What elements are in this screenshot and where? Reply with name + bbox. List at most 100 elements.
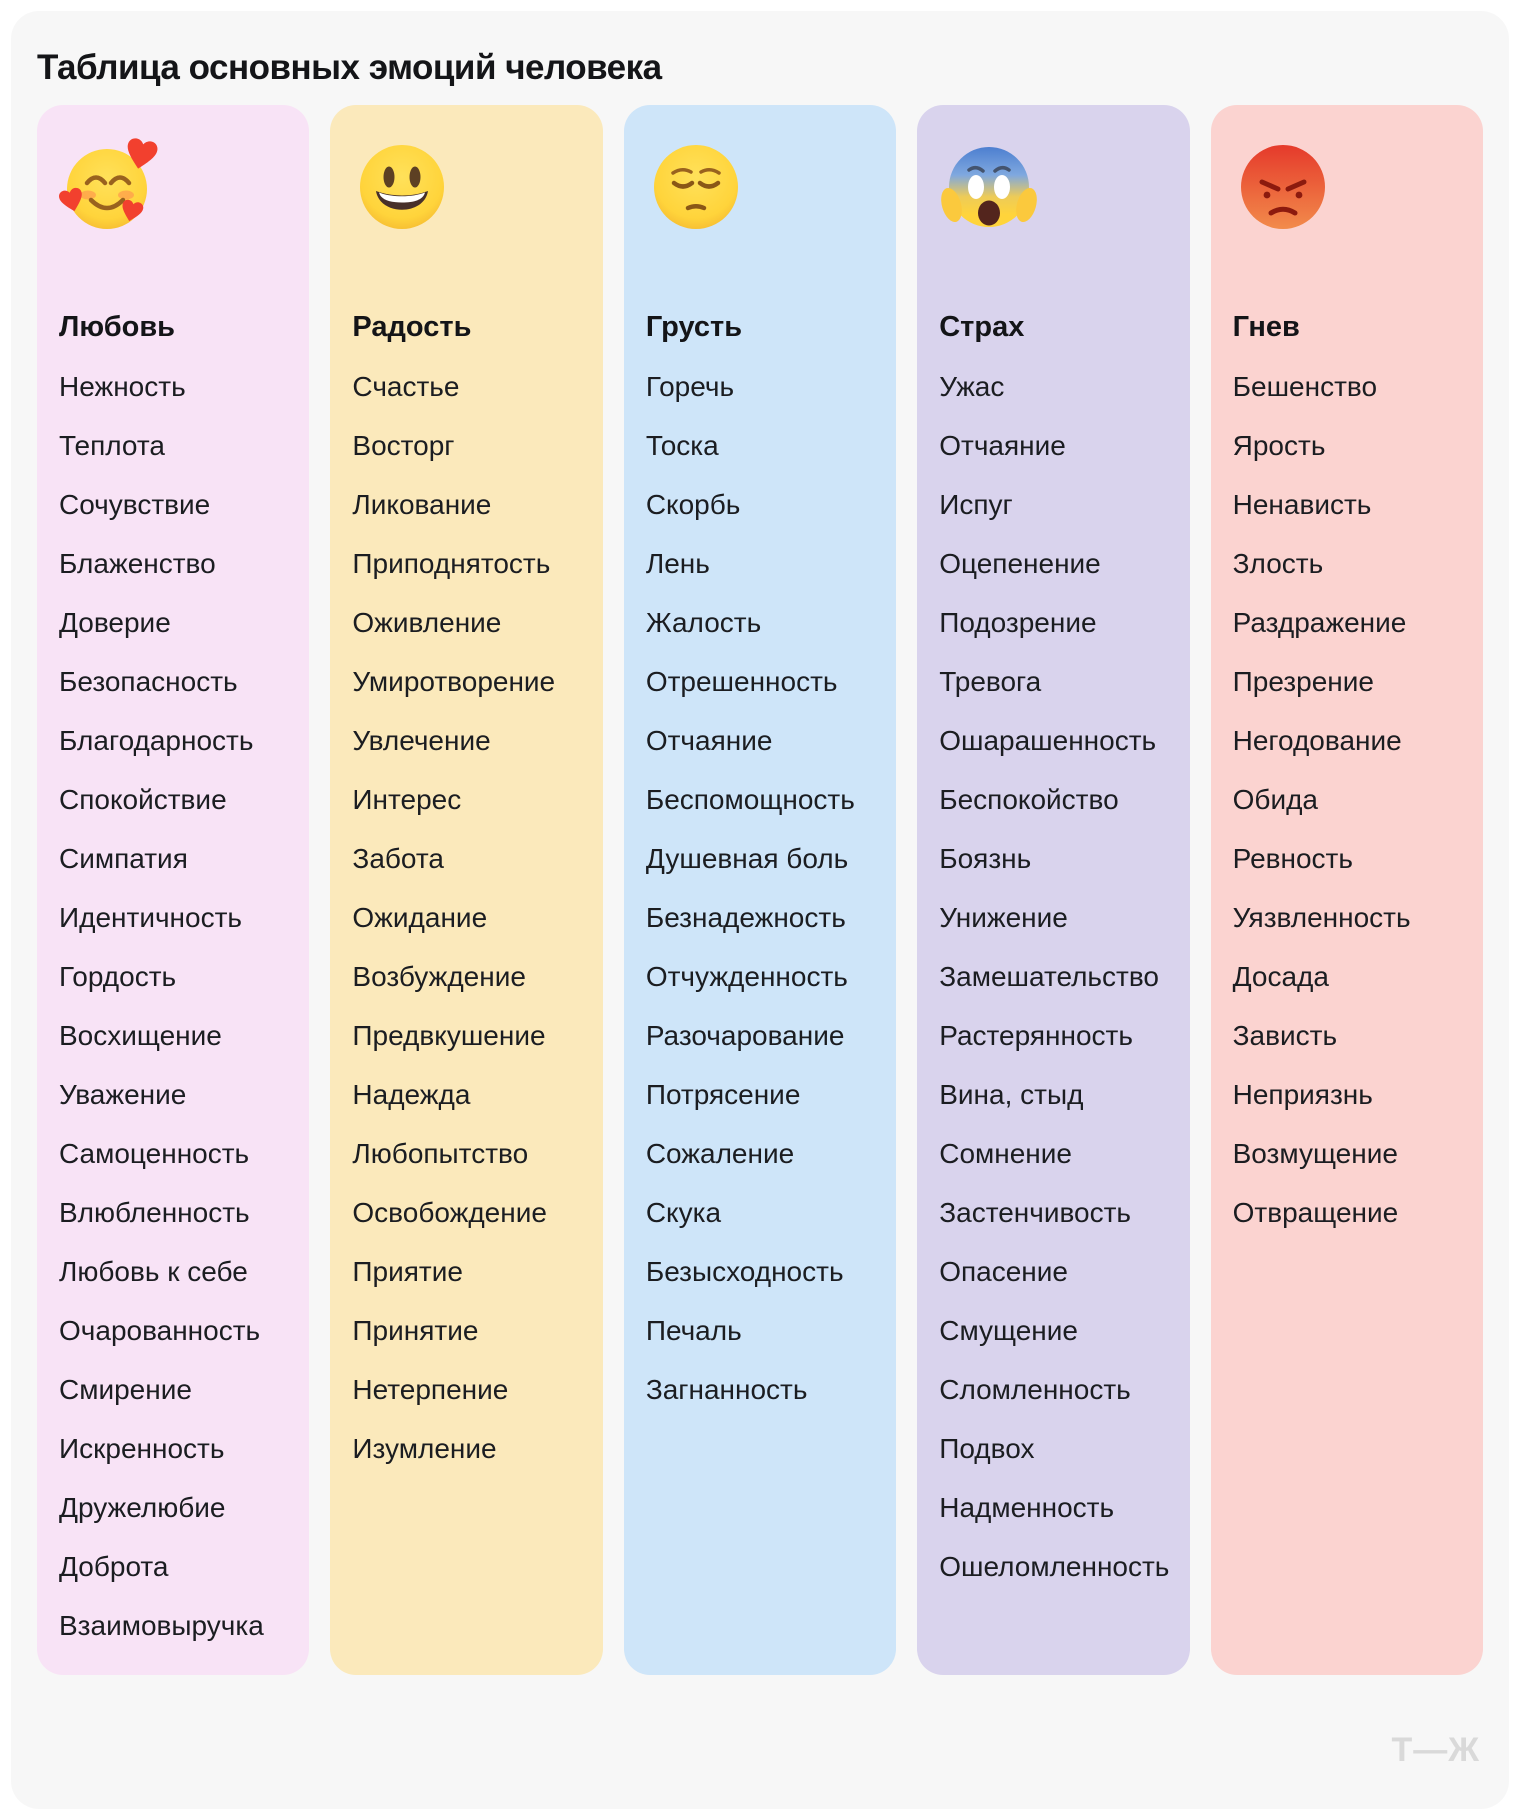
emotion-category-title: Любовь [59, 311, 176, 343]
emotion-item: Печаль [645, 1314, 742, 1346]
emotion-item: Скорбь [645, 488, 741, 520]
tj-logo: Т—Ж [1391, 1731, 1480, 1769]
emotion-item: Сломленность [939, 1373, 1131, 1405]
emotion-item: Презрение [1232, 665, 1374, 697]
emotion-category-title: Радость [352, 311, 472, 343]
emotion-item: Оцепенение [939, 547, 1101, 579]
emotion-item: Бешенство [1232, 370, 1378, 402]
emotion-item: Скука [645, 1196, 722, 1228]
emotion-item: Ожидание [352, 901, 488, 933]
emotion-item: Изумление [352, 1432, 497, 1464]
emotion-item: Восторг [352, 429, 455, 461]
emotion-item: Злость [1232, 547, 1324, 579]
emotion-item: Жалость [645, 606, 762, 638]
emotion-item: Ликование [352, 488, 492, 520]
emotion-list: Горечь Тоска Скорбь Лень Жалость Отрешенность… [646, 357, 890, 1419]
emotion-item: Доброта [59, 1550, 169, 1582]
emotion-item: Унижение [939, 901, 1068, 933]
emotion-item: Оживление [352, 606, 502, 638]
emotion-item: Очарованность [59, 1314, 261, 1346]
emotion-item: Нежность [59, 370, 186, 402]
pensive-face-icon [646, 137, 890, 237]
emotion-item: Негодование [1232, 724, 1402, 756]
infographic-card: Таблица основных эмоций человека Любовь … [11, 11, 1509, 1809]
angry-face-icon [1233, 137, 1477, 237]
emotion-item: Нетерпение [352, 1373, 509, 1405]
emotion-item: Симпатия [59, 842, 188, 874]
emotion-item: Предвкушение [352, 1019, 546, 1051]
emotion-item: Искренность [59, 1432, 225, 1464]
emotion-item: Гордость [59, 960, 177, 992]
emotion-item: Застенчивость [939, 1196, 1132, 1228]
emotion-item: Счастье [352, 370, 460, 402]
emotion-item: Зависть [1232, 1019, 1338, 1051]
emotion-item: Отвращение [1232, 1196, 1399, 1228]
emotion-item: Восхищение [59, 1019, 222, 1051]
emotion-item: Отчаяние [645, 724, 773, 756]
emotion-column-screaming: Страх Ужас Отчаяние Испуг Оцепенение Подозре… [917, 105, 1190, 1675]
emotion-list: Счастье Восторг Ликование Приподнятость Ожив… [352, 357, 596, 1478]
emotion-item: Увлечение [352, 724, 491, 756]
emotion-list: Ужас Отчаяние Испуг Оцепенение Подозрение Тре… [939, 357, 1183, 1596]
emotion-item: Дружелюбие [59, 1491, 226, 1523]
emotion-item: Сочувствие [59, 488, 211, 520]
emotion-item: Возмущение [1232, 1137, 1398, 1169]
emotion-column-grinning: Радость Счастье Восторг Ликование Приподнят… [330, 105, 603, 1675]
emotion-item: Влюбленность [59, 1196, 250, 1228]
emotion-item: Душевная боль [645, 842, 849, 874]
emotion-item: Досада [1232, 960, 1329, 992]
emotion-item: Беспомощность [645, 783, 855, 815]
emotion-item: Сомнение [939, 1137, 1072, 1169]
emotion-item: Сожаление [645, 1137, 795, 1169]
emotion-item: Ошеломленность [939, 1550, 1170, 1582]
emotion-item: Благодарность [59, 724, 254, 756]
emotion-list: Нежность Теплота Сочувствие Блаженство Довер… [59, 357, 303, 1655]
emotion-column-pensive: Грусть Горечь Тоска Скорбь Лень Жалость Отреш… [623, 105, 897, 1675]
emotion-category-title: Страх [939, 311, 1025, 343]
emotion-item: Тоска [645, 429, 719, 461]
emotion-item: Взаимовыручка [59, 1609, 264, 1641]
emotion-item: Уязвленность [1232, 901, 1411, 933]
emotion-category-title: Гнев [1232, 311, 1300, 343]
emotion-item: Раздражение [1232, 606, 1407, 638]
emotion-item: Любопытство [352, 1137, 529, 1169]
emotion-item: Безопасность [59, 665, 238, 697]
emotion-item: Обида [1232, 783, 1318, 815]
emotion-item: Отчаяние [939, 429, 1066, 461]
grinning-face-icon [352, 137, 596, 237]
emotion-item: Отчужденность [645, 960, 848, 992]
emotion-item: Загнанность [645, 1373, 808, 1405]
emotion-item: Ошарашенность [939, 724, 1157, 756]
emotion-columns: Любовь Нежность Теплота Сочувствие Блаженст… [37, 105, 1484, 1675]
emotion-column-smiling: Любовь Нежность Теплота Сочувствие Блаженст… [37, 105, 310, 1675]
emotion-item: Самоценность [59, 1137, 250, 1169]
emotion-item: Вина, стыд [939, 1078, 1084, 1110]
emotion-item: Умиротворение [352, 665, 556, 697]
emotion-item: Растерянность [939, 1019, 1133, 1051]
smiling-face-with-hearts-icon [59, 137, 303, 237]
emotion-item: Смирение [59, 1373, 192, 1405]
emotion-item: Приятие [352, 1255, 463, 1287]
emotion-item: Идентичность [59, 901, 242, 933]
emotion-item: Безысходность [645, 1255, 844, 1287]
page-title: Таблица основных эмоций человека [37, 48, 662, 87]
emotion-item: Ненависть [1232, 488, 1372, 520]
emotion-item: Освобождение [352, 1196, 547, 1228]
emotion-item: Уважение [59, 1078, 187, 1110]
emotion-item: Принятие [352, 1314, 479, 1346]
emotion-item: Ужас [939, 370, 1005, 402]
emotion-item: Интерес [352, 783, 462, 815]
emotion-item: Тревога [939, 665, 1042, 697]
screaming-face-icon [939, 137, 1183, 237]
emotion-item: Возбуждение [352, 960, 526, 992]
emotion-item: Боязнь [939, 842, 1032, 874]
emotion-item: Беспокойство [939, 783, 1119, 815]
emotion-item: Блаженство [59, 547, 216, 579]
emotion-column-angry: Гнев Бешенство Ярость Ненависть Злость Раздр… [1210, 105, 1484, 1675]
emotion-item: Неприязнь [1232, 1078, 1373, 1110]
emotion-category-title: Грусть [645, 311, 743, 343]
emotion-item: Потрясение [645, 1078, 801, 1110]
emotion-item: Доверие [59, 606, 171, 638]
emotion-item: Ярость [1232, 429, 1326, 461]
emotion-item: Замешательство [939, 960, 1159, 992]
